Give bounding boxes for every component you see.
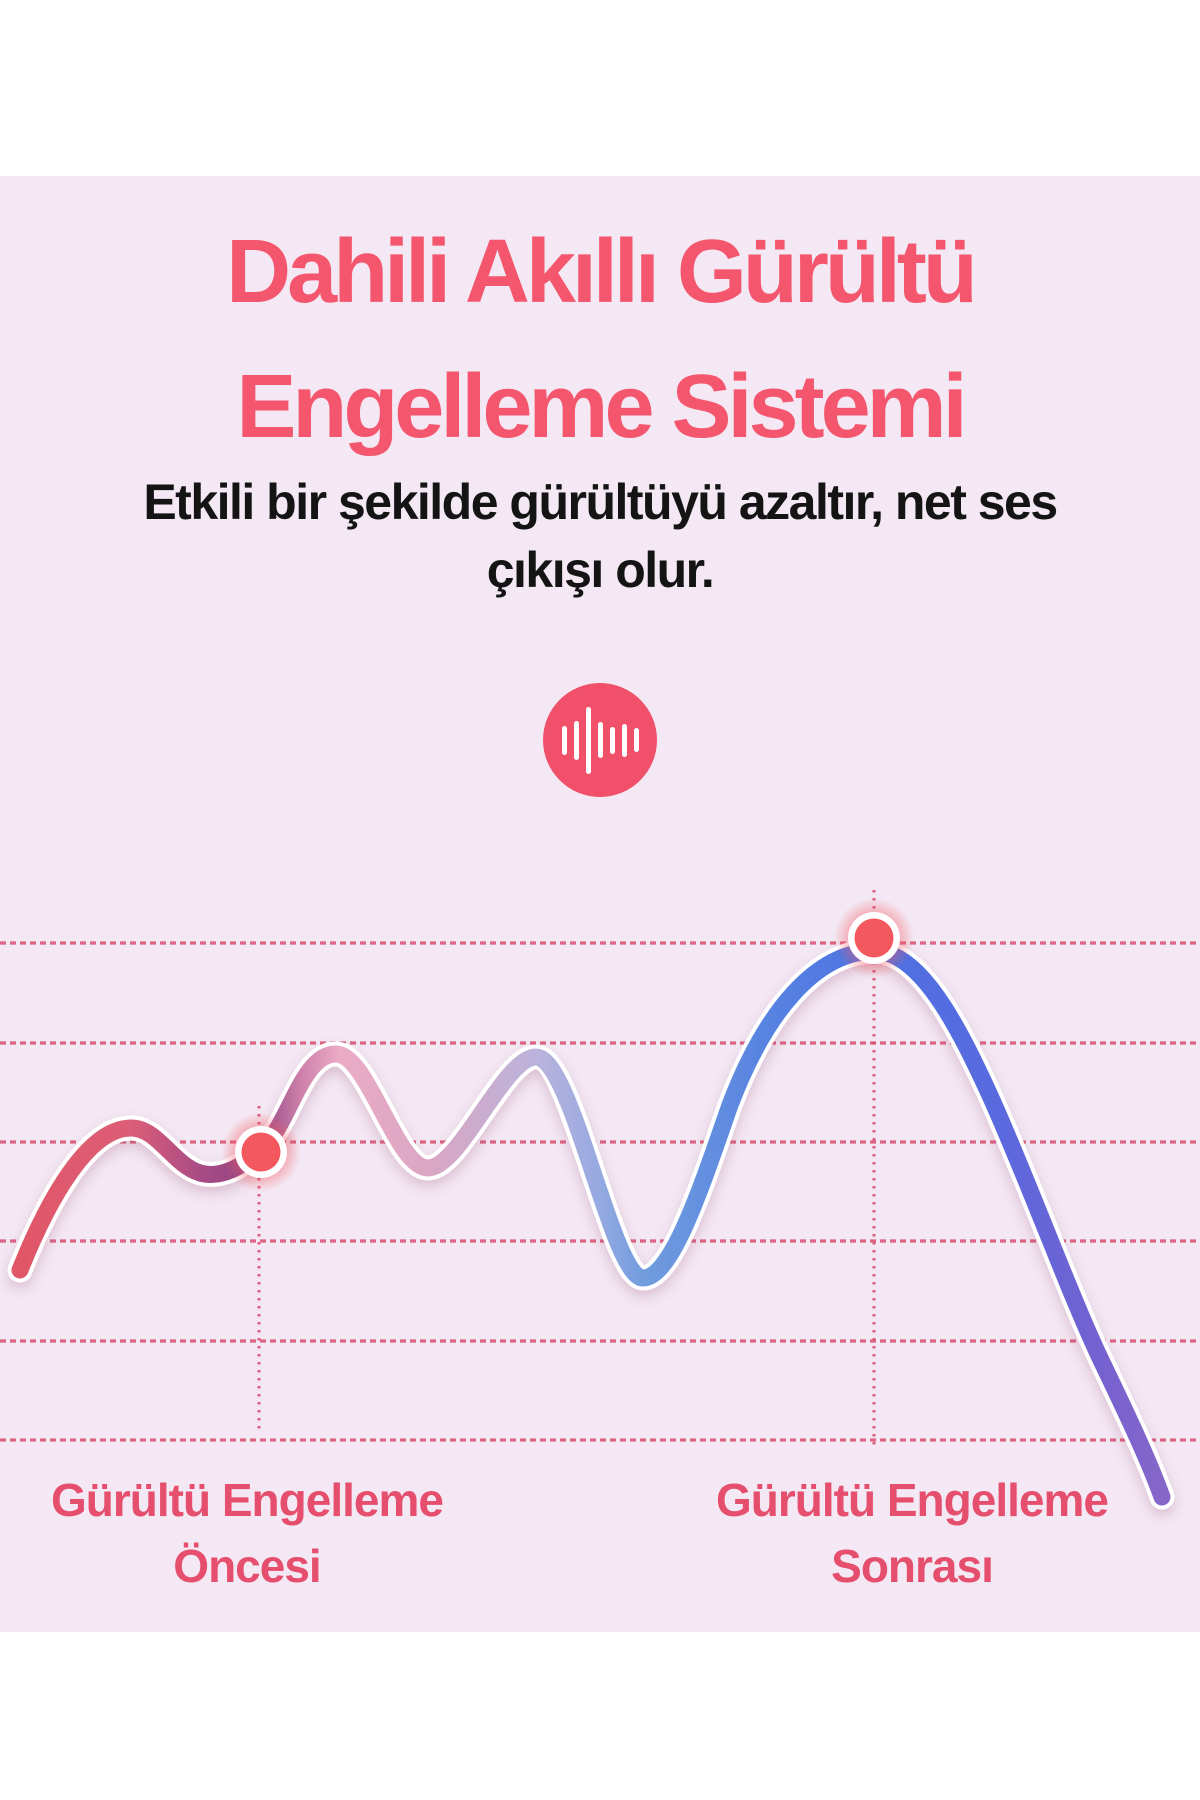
label-after-line-1: Gürültü Engelleme — [716, 1474, 1109, 1526]
sound-wave-bar — [633, 728, 639, 752]
sound-wave-bar — [609, 726, 615, 754]
marker-dot — [854, 918, 894, 958]
page-subtitle: Etkili bir şekilde gürültüyü azaltır, ne… — [0, 468, 1200, 604]
sound-wave-bar — [561, 725, 567, 755]
title-line-1: Dahili Akıllı Gürültü — [226, 222, 978, 322]
subtitle-line-1: Etkili bir şekilde gürültüyü azaltır, ne… — [143, 474, 1058, 530]
sound-wave-bar — [597, 722, 603, 758]
marker-dot — [241, 1132, 281, 1172]
sound-wave-bar — [573, 720, 579, 760]
wave-curve-outline — [7, 938, 1175, 1510]
wave-curve — [11, 942, 1171, 1506]
sound-wave-bar — [621, 723, 627, 757]
sound-wave-bar — [585, 706, 591, 774]
title-line-2: Engelleme Sistemi — [236, 357, 967, 457]
label-before-line-1: Gürültü Engelleme — [51, 1474, 444, 1526]
sound-wave-icon — [543, 683, 657, 797]
label-after-line-2: Sonrası — [831, 1540, 994, 1592]
label-before-line-2: Öncesi — [173, 1540, 321, 1592]
page-title: Dahili Akıllı Gürültü Engelleme Sistemi — [0, 205, 1200, 475]
pink-panel — [0, 176, 1200, 1632]
label-after-noise-cancelling: Gürültü Engelleme Sonrası — [716, 1467, 1109, 1599]
subtitle-line-2: çıkışı olur. — [486, 542, 715, 598]
label-before-noise-cancelling: Gürültü Engelleme Öncesi — [51, 1467, 444, 1599]
